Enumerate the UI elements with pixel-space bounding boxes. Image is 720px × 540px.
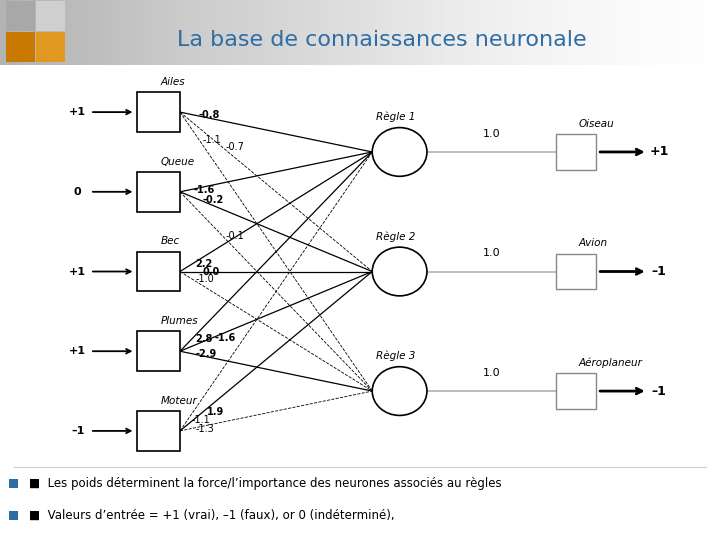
Bar — [137, 92, 180, 132]
Text: -1.0: -1.0 — [195, 274, 214, 284]
Bar — [137, 331, 180, 371]
Text: Règle 3: Règle 3 — [376, 351, 415, 361]
Text: La base de connaissances neuronale: La base de connaissances neuronale — [177, 30, 586, 50]
Text: Oiseau: Oiseau — [578, 119, 614, 129]
Text: Règle 2: Règle 2 — [376, 231, 415, 242]
Text: 2.2: 2.2 — [195, 259, 212, 269]
Text: +1: +1 — [69, 107, 86, 117]
Text: -1.6: -1.6 — [193, 185, 215, 195]
Text: -0.1: -0.1 — [226, 231, 245, 241]
Text: ■  Valeurs d’entrée = +1 (vrai), –1 (faux), or 0 (indéterminé),: ■ Valeurs d’entrée = +1 (vrai), –1 (faux… — [29, 509, 395, 522]
Text: -2.9: -2.9 — [195, 349, 217, 359]
Text: 1.0: 1.0 — [483, 129, 500, 139]
Bar — [557, 373, 596, 409]
Text: Moteur: Moteur — [161, 396, 197, 406]
Ellipse shape — [372, 247, 427, 296]
Text: Queue: Queue — [161, 157, 194, 166]
Text: 2.8: 2.8 — [195, 334, 212, 345]
Text: -1.6: -1.6 — [215, 334, 235, 343]
Text: -1.1: -1.1 — [203, 135, 222, 145]
Text: -0.2: -0.2 — [203, 195, 224, 205]
Bar — [557, 134, 596, 170]
Ellipse shape — [372, 127, 427, 176]
Text: +1: +1 — [69, 267, 86, 276]
Text: 1.0: 1.0 — [483, 368, 500, 378]
Text: +1: +1 — [69, 346, 86, 356]
Bar — [9, 479, 18, 488]
Text: 0: 0 — [74, 187, 81, 197]
Text: Aéroplaneur: Aéroplaneur — [578, 357, 642, 368]
Bar — [137, 411, 180, 451]
Text: +1: +1 — [649, 145, 669, 158]
Text: -1.3: -1.3 — [195, 423, 214, 434]
Bar — [557, 254, 596, 289]
Ellipse shape — [372, 367, 427, 415]
Bar — [6, 32, 35, 62]
Text: -0.7: -0.7 — [226, 142, 245, 152]
Text: –1: –1 — [652, 384, 667, 397]
Bar — [137, 252, 180, 292]
Text: 1.0: 1.0 — [483, 248, 500, 258]
Text: 0.0: 0.0 — [203, 267, 220, 276]
Text: Règle 1: Règle 1 — [376, 112, 415, 122]
Bar — [6, 1, 35, 31]
Text: –1: –1 — [71, 426, 84, 436]
Bar — [137, 172, 180, 212]
Text: 1.9: 1.9 — [207, 407, 224, 417]
Text: –1: –1 — [652, 265, 667, 278]
Bar — [36, 1, 65, 31]
Bar — [36, 32, 65, 62]
Text: ■  Les poids déterminent la force/l’importance des neurones associés au règles: ■ Les poids déterminent la force/l’impor… — [29, 477, 501, 490]
Text: Plumes: Plumes — [161, 316, 198, 326]
Text: -0.8: -0.8 — [199, 110, 220, 120]
Text: Avion: Avion — [578, 239, 607, 248]
Text: -1.1: -1.1 — [192, 415, 210, 425]
Text: Ailes: Ailes — [161, 77, 185, 87]
Text: Bec: Bec — [161, 237, 180, 246]
Bar — [9, 510, 18, 519]
